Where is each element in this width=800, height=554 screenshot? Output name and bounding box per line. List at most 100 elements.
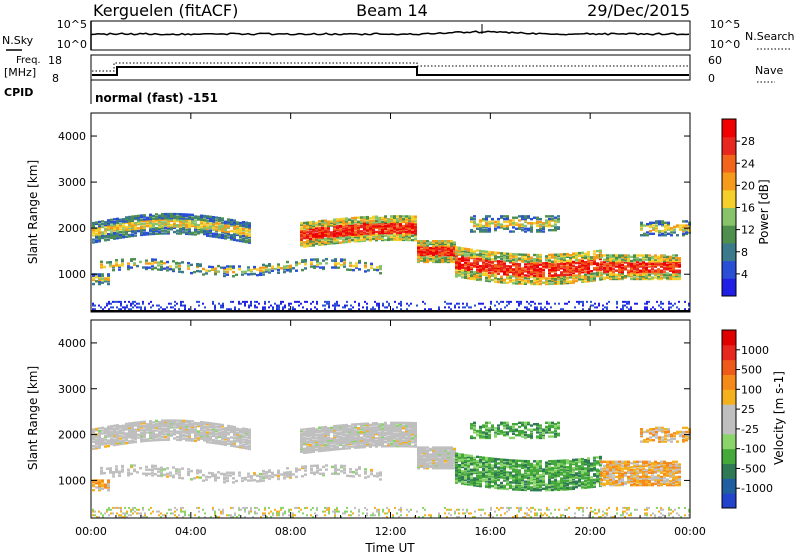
power-cell	[414, 238, 417, 242]
power-cell	[438, 242, 441, 246]
power-cell	[560, 254, 563, 258]
power-ytick-label: 4000	[58, 130, 86, 143]
power-cell	[660, 306, 662, 309]
velocity-cell	[128, 422, 131, 425]
power-cell	[545, 278, 548, 282]
power-cell	[414, 225, 417, 228]
velocity-cell	[381, 432, 384, 436]
power-cell	[584, 273, 587, 276]
power-cell	[196, 262, 199, 266]
velocity-cell	[179, 436, 182, 439]
power-cell	[118, 265, 121, 269]
power-cell	[182, 231, 185, 234]
power-cell	[215, 223, 218, 226]
power-cell	[152, 232, 155, 236]
power-cell	[131, 220, 134, 224]
power-cell	[470, 228, 473, 232]
power-cell	[137, 221, 140, 225]
power-cell	[470, 277, 473, 280]
power-cell	[348, 229, 351, 232]
power-cell	[651, 265, 654, 268]
power-cell	[198, 304, 200, 307]
power-cell	[560, 256, 563, 259]
power-cell	[232, 270, 235, 274]
power-cell	[245, 222, 248, 226]
power-cell	[227, 218, 230, 221]
velocity-cell	[324, 435, 327, 438]
power-cell	[584, 266, 587, 269]
power-cell	[110, 231, 113, 234]
power-cell	[185, 221, 188, 224]
power-cell	[470, 273, 473, 276]
velocity-cell	[402, 435, 405, 438]
power-cell	[107, 234, 110, 237]
power-cell	[575, 261, 578, 265]
velocity-cell	[330, 444, 333, 447]
power-cell	[658, 229, 661, 233]
velocity-cell	[221, 441, 224, 445]
velocity-cell	[348, 433, 351, 436]
power-cell	[675, 257, 678, 260]
power-colorbar-swatch	[722, 225, 736, 244]
velocity-cell	[227, 431, 230, 435]
power-cell	[548, 279, 551, 283]
power-cell	[581, 265, 584, 268]
power-cell	[303, 221, 306, 225]
power-cell	[214, 308, 216, 311]
power-cell	[134, 230, 137, 233]
power-cell	[596, 254, 599, 257]
velocity-cell	[116, 437, 119, 441]
power-cell	[672, 263, 675, 267]
power-cell	[203, 214, 206, 218]
power-cell	[303, 232, 306, 236]
power-cell	[479, 252, 482, 255]
velocity-cell	[149, 424, 152, 427]
power-cell	[158, 232, 161, 235]
velocity-cell	[333, 424, 336, 428]
velocity-cell	[414, 438, 417, 441]
power-cell	[230, 229, 233, 233]
power-cell	[170, 218, 173, 221]
power-cell	[336, 240, 339, 243]
velocity-cell	[227, 442, 230, 446]
power-cell	[310, 265, 313, 268]
power-cell	[515, 276, 518, 280]
power-cell	[503, 270, 506, 273]
power-cell	[540, 308, 542, 311]
power-cell	[518, 215, 521, 218]
power-cell	[476, 270, 479, 273]
power-cell	[155, 213, 158, 216]
velocity-cell	[221, 423, 224, 427]
power-cell	[536, 274, 539, 277]
power-cell	[515, 262, 518, 266]
power-cell	[557, 274, 560, 277]
velocity-cell	[330, 429, 333, 432]
power-colorbar-swatch	[722, 260, 736, 279]
power-cell	[609, 254, 612, 257]
power-cell	[312, 241, 315, 244]
power-cell	[527, 257, 530, 261]
velocity-cell	[112, 472, 115, 475]
power-cell	[618, 261, 621, 264]
power-cell	[545, 280, 548, 283]
power-cell	[599, 249, 602, 252]
velocity-cell	[342, 425, 345, 428]
velocity-cell	[137, 428, 140, 431]
power-cell	[164, 229, 167, 232]
power-cell	[309, 234, 312, 238]
power-cell	[646, 234, 649, 237]
power-cell	[242, 220, 245, 224]
power-cell	[400, 300, 402, 303]
power-cell	[116, 235, 119, 238]
power-cell	[509, 220, 512, 224]
power-cell	[180, 302, 182, 305]
power-cell	[122, 222, 125, 225]
velocity-cell	[363, 429, 366, 432]
power-cell	[179, 230, 182, 234]
power-cell	[312, 230, 315, 233]
power-cell	[590, 300, 592, 303]
power-cell	[387, 224, 390, 228]
power-cell	[423, 245, 426, 248]
power-cell	[381, 237, 384, 240]
power-cell	[429, 249, 432, 253]
